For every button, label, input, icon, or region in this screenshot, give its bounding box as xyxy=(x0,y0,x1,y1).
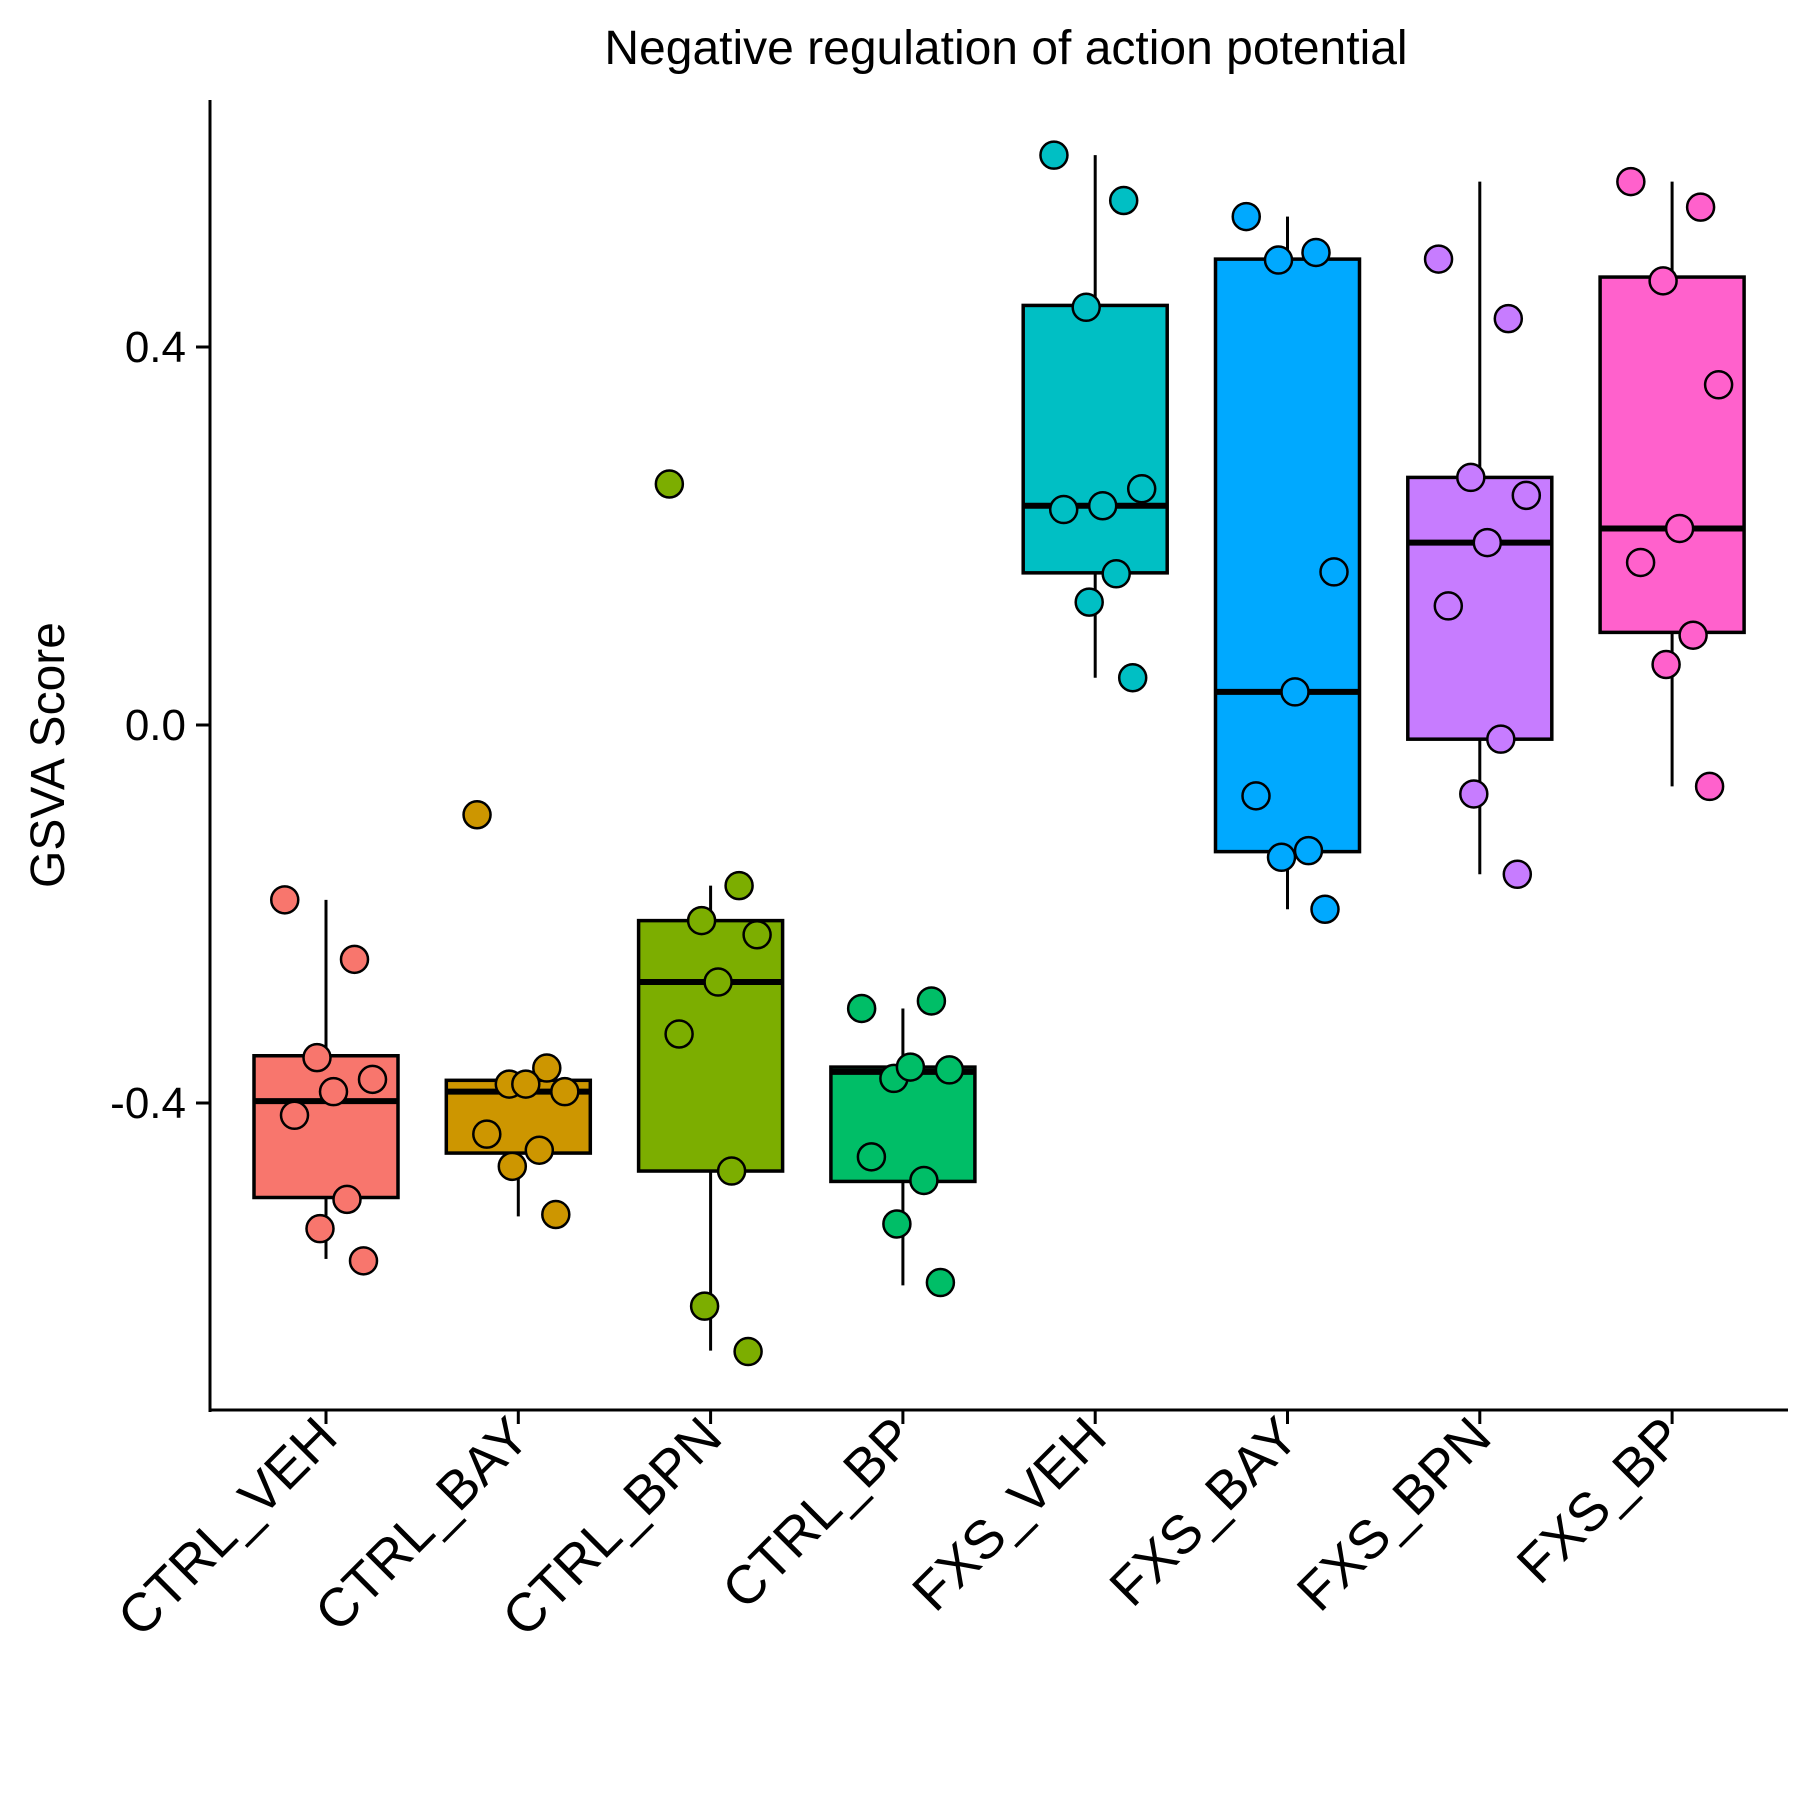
data-point xyxy=(1117,663,1148,693)
data-point xyxy=(332,1184,362,1215)
data-point xyxy=(1486,724,1516,754)
box-group-ctrl-bpn xyxy=(636,469,785,1367)
data-point xyxy=(1511,480,1542,511)
data-point xyxy=(934,1055,965,1085)
data-point xyxy=(1456,462,1486,493)
data-point xyxy=(1472,527,1503,558)
box xyxy=(1406,475,1554,741)
data-point xyxy=(1241,781,1271,811)
data-point xyxy=(524,1135,555,1165)
box-group-ctrl-bay xyxy=(444,800,593,1230)
data-point xyxy=(305,1213,335,1244)
box-group-fxs-bay xyxy=(1213,201,1362,925)
box-group-ctrl-bp xyxy=(829,986,977,1298)
data-point xyxy=(1703,370,1734,400)
data-point xyxy=(689,1291,720,1321)
data-point xyxy=(1616,166,1646,197)
y-tick-label: -0.4 xyxy=(110,1079,186,1128)
data-point xyxy=(541,1199,571,1230)
data-point xyxy=(462,800,492,830)
data-point xyxy=(497,1151,528,1182)
data-point xyxy=(1433,591,1464,621)
data-point xyxy=(895,1052,926,1082)
data-point xyxy=(1459,779,1489,809)
data-point xyxy=(846,993,877,1024)
data-point xyxy=(279,1100,310,1131)
data-point xyxy=(1310,894,1340,925)
data-point xyxy=(1266,842,1297,873)
data-point xyxy=(532,1053,562,1083)
data-point xyxy=(1648,266,1678,296)
box-group-fxs-veh xyxy=(1021,140,1169,693)
data-point xyxy=(302,1042,332,1073)
x-tick-label: FXS_BP xyxy=(1506,1406,1695,1595)
y-axis-label: GSVA Score xyxy=(22,622,75,888)
data-point xyxy=(1087,491,1118,521)
box xyxy=(636,918,785,1173)
data-point xyxy=(1108,185,1139,216)
data-point xyxy=(664,1019,694,1049)
x-tick-label: CTRL_BP xyxy=(711,1406,925,1620)
data-point xyxy=(1048,494,1079,525)
data-point xyxy=(856,1142,887,1172)
box xyxy=(829,1065,977,1184)
y-tick-label: 0.0 xyxy=(125,701,186,750)
data-point xyxy=(716,1156,747,1186)
data-point xyxy=(472,1119,502,1149)
data-point xyxy=(270,885,300,915)
data-point xyxy=(703,967,733,997)
data-point xyxy=(1502,859,1533,890)
data-point xyxy=(1071,292,1101,323)
data-point xyxy=(339,944,370,975)
box-group-ctrl-veh xyxy=(252,885,400,1276)
box-group-fxs-bp xyxy=(1598,166,1746,802)
data-point xyxy=(1493,303,1524,334)
data-point xyxy=(724,870,754,901)
data-point xyxy=(1651,649,1681,680)
box xyxy=(1598,275,1746,635)
y-tick-label: 0.4 xyxy=(125,323,186,372)
data-point xyxy=(882,1209,912,1239)
data-point xyxy=(733,1336,763,1367)
data-point xyxy=(348,1246,379,1276)
data-point xyxy=(357,1064,388,1095)
data-point xyxy=(1039,140,1069,170)
data-point xyxy=(686,905,717,936)
data-point xyxy=(1678,620,1708,650)
data-point xyxy=(1685,192,1716,222)
box xyxy=(1213,257,1362,854)
data-point xyxy=(1625,547,1656,578)
data-point xyxy=(1319,557,1349,587)
data-point xyxy=(909,1165,939,1196)
data-point xyxy=(1126,474,1157,504)
data-point xyxy=(1301,237,1331,268)
plot-area xyxy=(252,140,1746,1367)
x-tick-label: CTRL_VEH xyxy=(107,1406,349,1648)
x-tick-label: FXS_BPN xyxy=(1286,1406,1502,1622)
data-point xyxy=(511,1069,541,1099)
data-point xyxy=(1263,245,1294,275)
data-point xyxy=(916,986,947,1016)
x-tick-label: FXS_VEH xyxy=(901,1406,1117,1622)
data-point xyxy=(1101,559,1131,589)
box xyxy=(1021,303,1169,575)
data-point xyxy=(1280,677,1310,707)
x-tick-label: FXS_BAY xyxy=(1098,1406,1310,1618)
data-point xyxy=(1293,835,1324,866)
data-point xyxy=(1423,244,1454,274)
data-point xyxy=(654,469,685,499)
data-point xyxy=(742,920,772,950)
data-point xyxy=(1231,201,1261,232)
data-point xyxy=(318,1076,349,1107)
chart-title: Negative regulation of action potential xyxy=(604,22,1407,75)
data-point xyxy=(1694,771,1725,802)
data-point xyxy=(925,1267,956,1298)
data-point xyxy=(550,1076,580,1107)
data-point xyxy=(1074,587,1104,617)
box-group-fxs-bpn xyxy=(1406,181,1554,890)
data-point xyxy=(1664,513,1695,544)
